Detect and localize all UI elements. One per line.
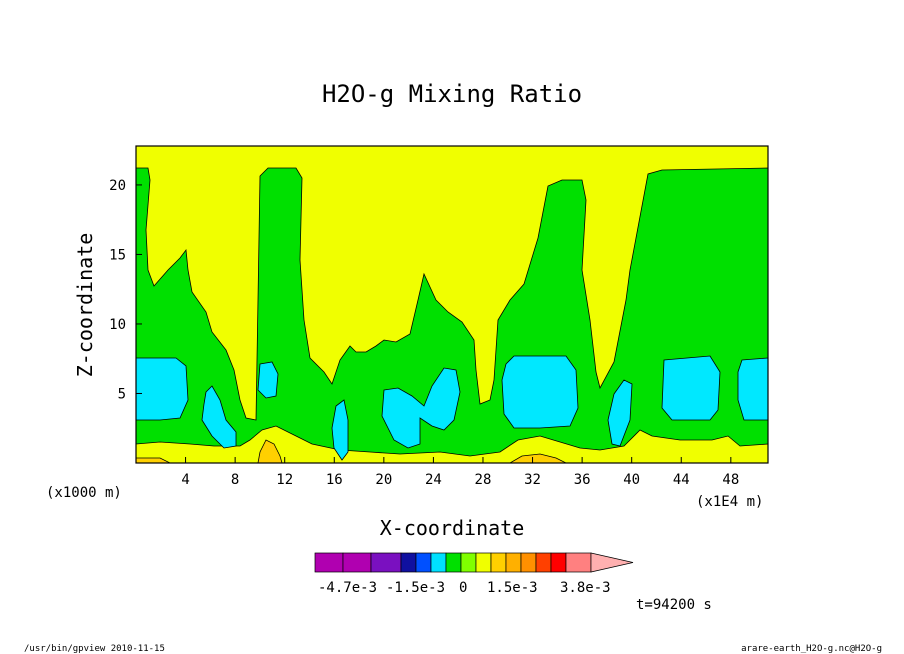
- low-bubble: [661, 355, 721, 421]
- colorbar-segment: [475, 552, 492, 573]
- x-tick-label: 36: [574, 472, 591, 488]
- x-tick-label: 20: [375, 472, 392, 488]
- colorbar-segment: [400, 552, 417, 573]
- colorbar-tick-label: 3.8e-3: [560, 580, 611, 596]
- plot-frame: [135, 145, 769, 464]
- colorbar: [314, 552, 634, 573]
- x-tick-label: 28: [475, 472, 492, 488]
- x-tick-label: 4: [181, 472, 189, 488]
- colorbar-segment: [445, 552, 462, 573]
- x-tick-label: 44: [673, 472, 690, 488]
- low-bubble: [737, 357, 768, 421]
- colorbar-segment: [520, 552, 537, 573]
- colorbar-segment: [314, 552, 344, 573]
- y-tick-label: 20: [109, 178, 126, 194]
- colorbar-tick-label: -4.7e-3: [318, 580, 377, 596]
- colorbar-segment: [430, 552, 447, 573]
- x-unit-left: (x1000 m): [46, 485, 122, 501]
- colorbar-tick-labels: -4.7e-3 -1.5e-3 0 1.5e-3 3.8e-3: [318, 580, 611, 596]
- x-tick-label: 32: [524, 472, 541, 488]
- colorbar-segment: [460, 552, 477, 573]
- colorbar-segment: [490, 552, 507, 573]
- x-tick-label: 8: [231, 472, 239, 488]
- high-patch: [509, 453, 567, 463]
- colorbar-segment: [535, 552, 552, 573]
- colorbar-segment: [550, 552, 567, 573]
- footer-right: arare-earth_H2O-g.nc@H2O-g: [741, 644, 882, 654]
- x-tick-label: 12: [276, 472, 293, 488]
- colorbar-segment: [342, 552, 372, 573]
- high-patch: [257, 439, 283, 463]
- high-patch: [136, 457, 171, 463]
- footer-left: /usr/bin/gpview 2010-11-15: [24, 644, 165, 654]
- x-axis-label: X-coordinate: [380, 516, 525, 540]
- low-bubble: [136, 357, 189, 421]
- colorbar-tick-label: -1.5e-3: [386, 580, 445, 596]
- y-tick-label: 10: [109, 317, 126, 333]
- time-label: t=94200 s: [636, 597, 712, 613]
- negative-region: [136, 167, 768, 463]
- x-axis-ticks: 4 8 12 16 20 24 28 32 36 40 44 48: [181, 457, 739, 488]
- y-tick-label: 15: [109, 247, 126, 263]
- colorbar-segment: [370, 552, 402, 573]
- colorbar-segment: [505, 552, 522, 573]
- x-tick-label: 24: [425, 472, 442, 488]
- low-bubble: [201, 385, 237, 449]
- y-axis-label: Z-coordinate: [73, 233, 97, 378]
- colorbar-extend-arrow: [590, 552, 634, 573]
- low-bubble: [331, 399, 349, 461]
- x-tick-label: 48: [722, 472, 739, 488]
- x-unit-right: (x1E4 m): [696, 494, 763, 510]
- colorbar-tick-label: 0: [459, 580, 467, 596]
- x-tick-label: 40: [623, 472, 640, 488]
- positive-region: [136, 425, 768, 463]
- low-bubble: [257, 361, 279, 399]
- y-tick-label: 5: [118, 386, 126, 402]
- colorbar-segment: [415, 552, 432, 573]
- low-bubble: [381, 367, 461, 449]
- colorbar-segment: [565, 552, 592, 573]
- y-axis-ticks: 5 10 15 20: [109, 178, 142, 402]
- chart-title: H2O-g Mixing Ratio: [322, 80, 582, 108]
- low-bubble: [501, 355, 579, 429]
- x-tick-label: 16: [326, 472, 343, 488]
- low-bubble: [607, 379, 633, 447]
- colorbar-tick-label: 1.5e-3: [487, 580, 538, 596]
